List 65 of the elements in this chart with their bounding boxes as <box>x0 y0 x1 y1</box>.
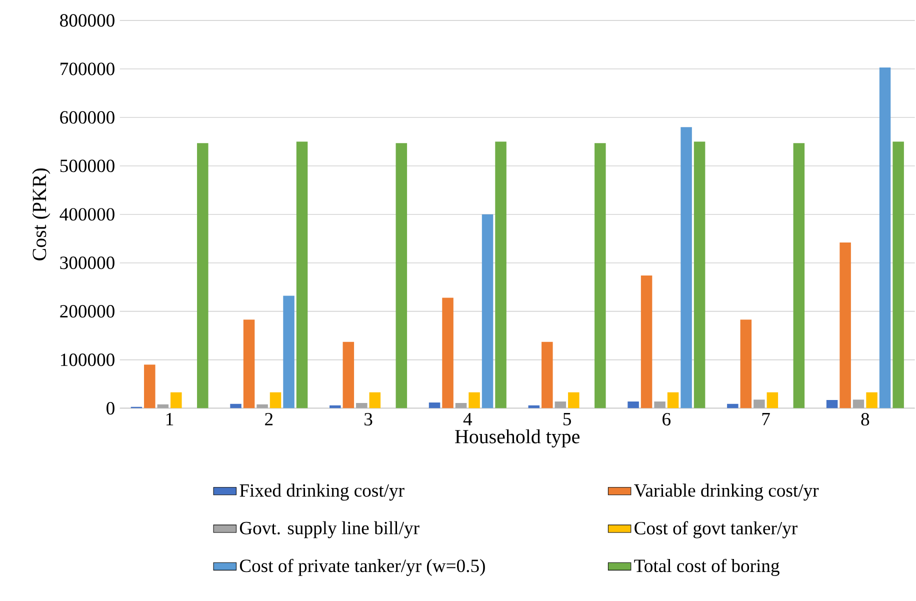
y-tick-label: 0 <box>106 402 114 415</box>
bar <box>866 392 878 408</box>
bar <box>793 143 805 408</box>
bar <box>468 392 480 408</box>
bar <box>852 400 864 408</box>
x-tick-label: 8 <box>861 412 870 426</box>
bar <box>826 400 838 408</box>
bar <box>144 364 156 408</box>
x-axis-title: Household type <box>455 429 580 448</box>
bar <box>296 142 308 408</box>
legend-label: Cost of private tanker/yr (w=0.5) <box>240 558 485 576</box>
bar <box>892 142 904 408</box>
bar <box>482 214 494 408</box>
y-tick-label: 400000 <box>60 208 114 221</box>
bar <box>680 127 692 408</box>
bar <box>495 142 506 408</box>
legend-label: Fixed drinking cost/yr <box>240 484 404 501</box>
legend-label: Govt. supply line bill/yr <box>240 521 420 538</box>
y-tick-label: 500000 <box>60 160 114 172</box>
y-tick-label: 700000 <box>60 62 114 76</box>
bar <box>230 404 242 408</box>
y-tick-label: 200000 <box>60 304 114 318</box>
x-tick-label: 6 <box>662 412 671 426</box>
x-tick-label: 3 <box>364 412 372 426</box>
bar <box>694 142 706 408</box>
bar <box>369 392 381 408</box>
bar <box>283 296 294 408</box>
y-tick-label: 600000 <box>60 111 114 124</box>
bar <box>542 342 553 408</box>
bar <box>396 143 408 408</box>
y-tick-label: 800000 <box>60 14 114 27</box>
bar <box>754 400 765 408</box>
bar <box>766 392 778 408</box>
x-tick-label: 1 <box>166 412 174 426</box>
bar <box>342 342 354 408</box>
bar <box>554 401 566 408</box>
y-axis-title: Cost (PKR) <box>32 168 50 260</box>
y-tick-label: 300000 <box>60 256 114 270</box>
bar <box>740 320 752 408</box>
bar <box>256 404 268 408</box>
bar <box>628 401 639 408</box>
bar <box>243 320 255 408</box>
bar <box>727 404 738 408</box>
bar <box>840 242 851 408</box>
bar <box>640 275 652 408</box>
bar <box>197 143 208 408</box>
bar <box>667 392 679 408</box>
legend-label: Total cost of boring <box>634 558 780 576</box>
legend-label: Cost of govt tanker/yr <box>634 521 798 538</box>
x-tick-label: 2 <box>265 412 273 426</box>
bar <box>442 298 454 408</box>
bar <box>654 401 666 408</box>
bar <box>879 67 891 408</box>
bar <box>170 392 182 408</box>
bar <box>594 143 606 408</box>
bar <box>270 392 282 408</box>
x-tick-label: 4 <box>463 412 472 426</box>
y-tick-label: 100000 <box>60 353 114 366</box>
bar <box>455 402 467 408</box>
x-tick-label: 7 <box>762 412 770 426</box>
bar <box>428 402 440 408</box>
x-tick-label: 5 <box>563 412 571 426</box>
bar <box>356 402 368 408</box>
bar <box>568 392 580 408</box>
legend-label: Variable drinking cost/yr <box>634 484 819 501</box>
